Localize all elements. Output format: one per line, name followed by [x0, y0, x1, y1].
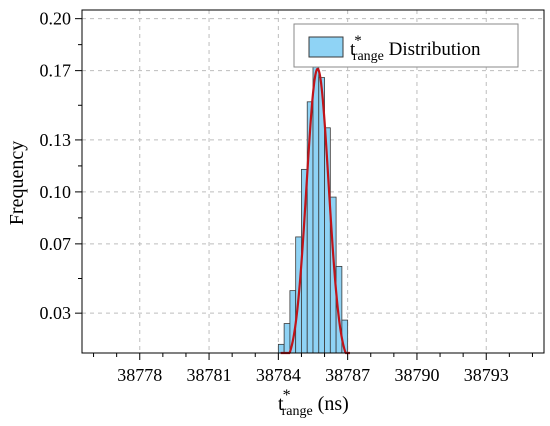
x-axis-title: t* range (ns)	[278, 387, 349, 419]
x-tick-label-5: 38793	[464, 365, 509, 385]
y-axis: 0.03 0.07 0.10 0.13 0.17 0.20	[40, 9, 82, 323]
legend-label-sub: range	[353, 49, 384, 64]
legend-swatch	[308, 36, 344, 58]
y-tick-label-2: 0.10	[40, 182, 72, 202]
legend: t* range Distribution	[293, 23, 519, 68]
y-tick-label-4: 0.17	[40, 61, 72, 81]
y-tick-label-3: 0.13	[40, 130, 72, 150]
y-tick-label-5: 0.20	[40, 9, 72, 29]
legend-label-sup: *	[354, 33, 362, 49]
x-axis-title-sub: range	[282, 404, 313, 419]
gaussian-fit-curve	[280, 67, 350, 355]
x-axis-title-base: t	[278, 393, 284, 415]
x-tick-label-4: 38790	[394, 365, 439, 385]
x-axis: 38778 38781 38784 38787 38790 38793	[93, 353, 533, 385]
x-tick-label-3: 38787	[325, 365, 370, 385]
x-axis-title-suffix: (ns)	[313, 393, 349, 415]
x-tick-label-0: 38778	[117, 365, 162, 385]
plot-frame	[81, 9, 545, 354]
legend-label: t* range Distribution	[350, 33, 481, 64]
legend-label-suffix: Distribution	[384, 39, 481, 60]
x-axis-title-sup: *	[283, 387, 291, 404]
histogram-bar-6	[312, 66, 320, 354]
histogram-bar-1	[283, 323, 291, 354]
x-tick-label-1: 38781	[187, 365, 232, 385]
y-tick-label-1: 0.07	[40, 234, 72, 254]
x-tick-label-2: 38784	[256, 365, 301, 385]
legend-label-base: t	[350, 39, 356, 60]
y-tick-label-0: 0.03	[40, 303, 72, 323]
y-axis-title: Frequency	[6, 141, 28, 225]
histogram-bar-0	[277, 343, 285, 354]
